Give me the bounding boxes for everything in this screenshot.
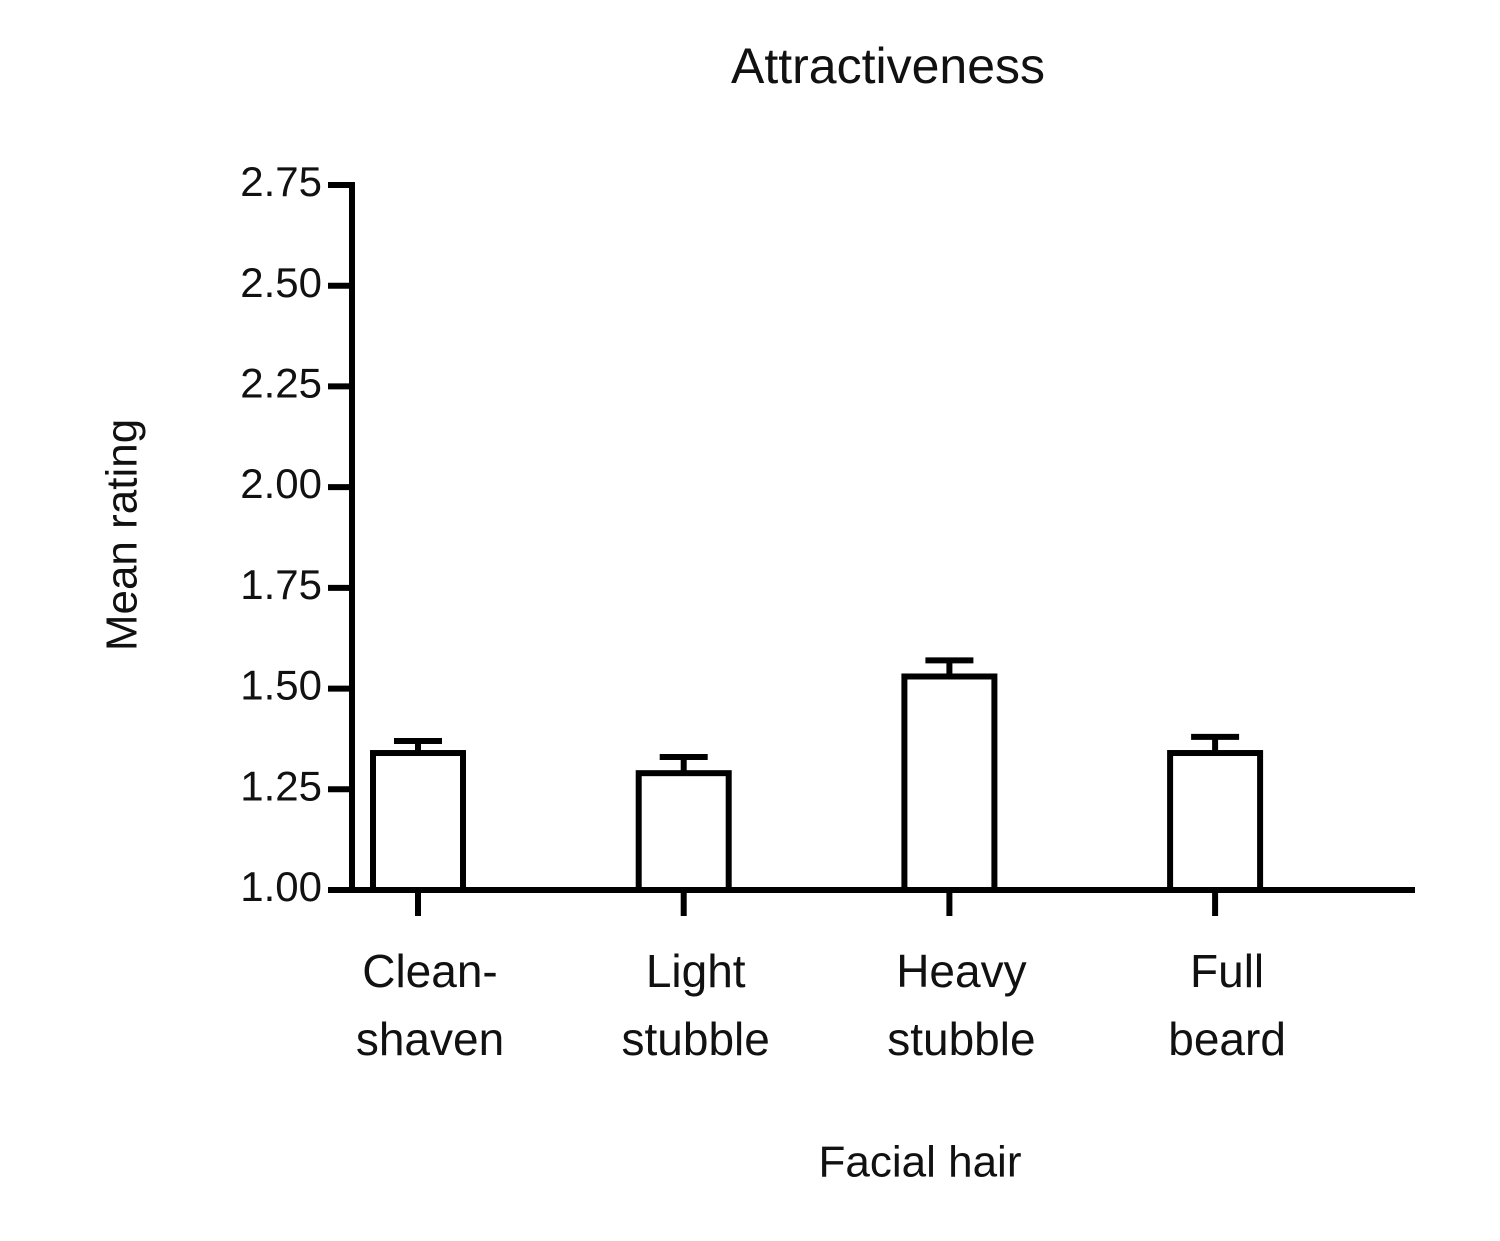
chart-title: Attractiveness — [731, 38, 1045, 94]
y-tick-label: 2.75 — [240, 158, 322, 205]
y-tick-label: 2.00 — [240, 460, 322, 507]
y-tick-label: 2.50 — [240, 259, 322, 306]
bar — [901, 673, 998, 893]
x-axis-label: Facial hair — [819, 1138, 1022, 1187]
y-axis-label: Mean rating — [98, 419, 147, 651]
x-tick-label: Clean-shaven — [356, 945, 504, 1065]
y-tick-label: 1.00 — [240, 863, 322, 910]
bar — [370, 750, 466, 893]
bar — [635, 770, 732, 894]
y-tick-label: 1.75 — [240, 561, 322, 608]
bar — [1167, 750, 1264, 893]
y-tick-label: 2.25 — [240, 360, 322, 407]
x-tick-label: Full beard — [1168, 945, 1286, 1065]
x-tick-label: Light stubble — [622, 945, 770, 1065]
y-tick-label: 1.25 — [240, 762, 322, 809]
x-tick-label: Heavy stubble — [887, 945, 1035, 1065]
y-tick-label: 1.50 — [240, 662, 322, 709]
